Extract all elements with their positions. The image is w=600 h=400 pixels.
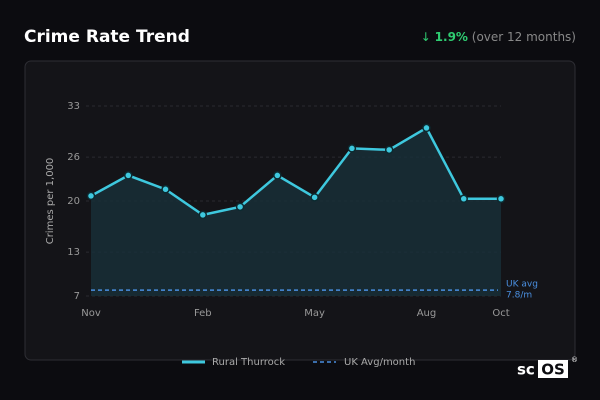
area [91,127,501,296]
point [496,194,506,204]
point [124,171,133,180]
reference-value-label: 7.8/m [506,291,532,301]
change: ↓ 1.9% (over 12 months) [421,30,576,44]
y-tick-label: 13 [67,247,80,258]
point [384,145,394,155]
point [198,210,208,220]
y-tick-label: 26 [67,152,80,163]
y-axis-label: Crimes per 1,000 [45,158,56,245]
title: Crime Rate Trend [24,27,190,47]
change-value: 1.9% [435,30,468,44]
point [273,171,282,180]
logo-box: OS [541,361,565,379]
logo-prefix: sc [517,361,535,379]
y-tick-label: 33 [67,101,80,112]
legend-label: Rural Thurrock [212,357,285,368]
y-tick-label: 20 [67,196,80,207]
point [161,185,170,194]
legend-label: UK Avg/month [344,357,415,368]
change-arrow: ↓ [421,30,431,44]
point [422,123,431,133]
logo-mark: ® [571,356,578,364]
x-tick-label: Aug [417,308,437,319]
point [235,202,245,212]
point [347,144,357,153]
x-tick-label: Oct [492,308,509,319]
y-tick-label: 7 [74,291,80,302]
change-note: (over 12 months) [472,30,576,44]
x-tick-label: Nov [81,308,101,319]
line [90,126,501,217]
point [459,194,468,204]
x-tick-label: May [304,308,325,319]
x-tick-label: Feb [194,308,212,319]
point [310,193,319,202]
point [86,191,96,201]
reference-label: UK avg [506,280,538,290]
logo-box-bg [538,360,568,378]
